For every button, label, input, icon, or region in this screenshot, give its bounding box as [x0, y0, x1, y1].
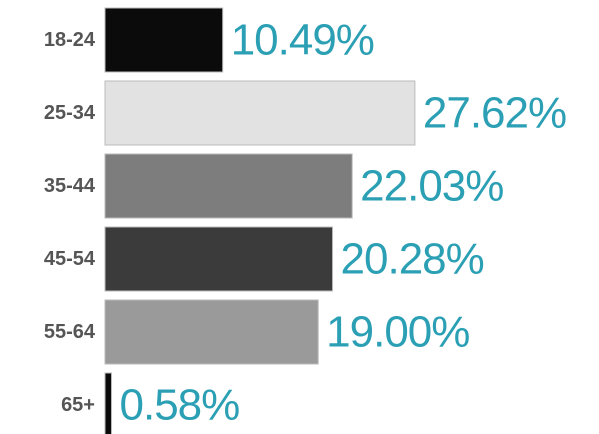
- category-label: 25-34: [44, 102, 96, 124]
- value-label: 0.58%: [120, 381, 240, 430]
- category-label: 35-44: [44, 175, 96, 197]
- category-label: 65+: [61, 394, 95, 416]
- bar: [104, 80, 416, 146]
- bar: [104, 226, 334, 292]
- category-label: 18-24: [44, 29, 96, 51]
- value-label: 19.00%: [326, 308, 469, 357]
- value-label: 27.62%: [423, 89, 566, 138]
- value-label: 10.49%: [231, 16, 374, 65]
- value-label: 22.03%: [360, 162, 503, 211]
- bar: [104, 299, 319, 365]
- category-label: 45-54: [44, 248, 96, 270]
- value-label: 20.28%: [341, 235, 484, 284]
- bar: [104, 7, 224, 73]
- bar: [104, 372, 113, 434]
- bar: [104, 153, 353, 219]
- category-label: 55-64: [44, 321, 96, 343]
